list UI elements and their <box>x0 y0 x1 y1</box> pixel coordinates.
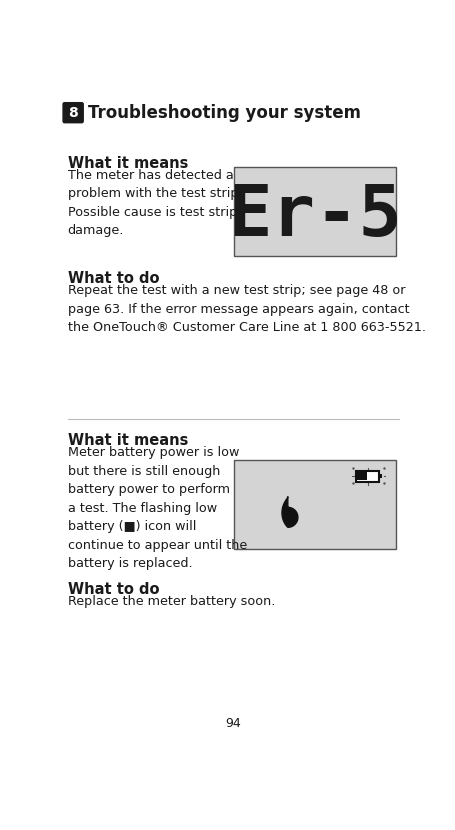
Text: What it means: What it means <box>68 433 188 448</box>
Bar <box>233 168 396 256</box>
FancyBboxPatch shape <box>63 103 83 123</box>
Bar <box>356 471 379 481</box>
Text: The meter has detected a
problem with the test strip.
Possible cause is test str: The meter has detected a problem with th… <box>68 168 243 237</box>
Text: Repeat the test with a new test strip; see page 48 or
page 63. If the error mess: Repeat the test with a new test strip; s… <box>68 285 426 334</box>
Text: Replace the meter battery soon.: Replace the meter battery soon. <box>68 595 275 608</box>
Text: 94: 94 <box>225 717 241 730</box>
Polygon shape <box>282 496 298 527</box>
Text: Er-5: Er-5 <box>228 182 402 251</box>
Text: 8: 8 <box>68 106 78 120</box>
Bar <box>379 474 382 478</box>
Text: What it means: What it means <box>68 156 188 171</box>
Bar <box>233 460 396 549</box>
Text: What to do: What to do <box>68 271 159 286</box>
Bar <box>357 472 367 481</box>
Text: Troubleshooting your system: Troubleshooting your system <box>88 105 361 123</box>
Text: What to do: What to do <box>68 583 159 598</box>
Text: Meter battery power is low
but there is still enough
battery power to perform
a : Meter battery power is low but there is … <box>68 446 247 570</box>
